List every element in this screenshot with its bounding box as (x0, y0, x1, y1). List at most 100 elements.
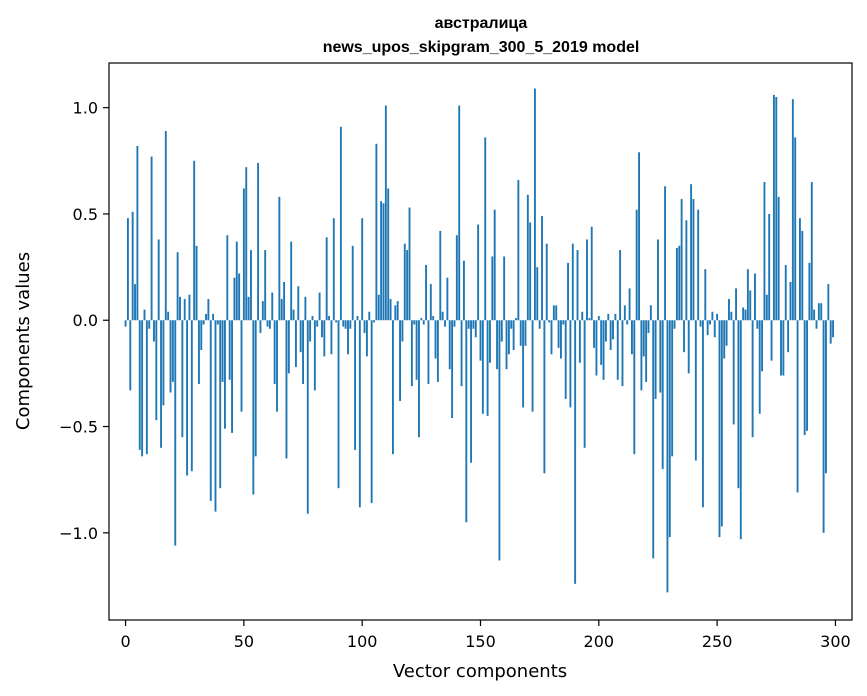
bar (827, 284, 830, 321)
bar (481, 320, 484, 414)
bar (349, 320, 352, 329)
bar (562, 320, 565, 325)
bar (441, 311, 444, 321)
bar (176, 252, 179, 321)
bar (602, 320, 605, 380)
bar (498, 320, 501, 561)
bar (363, 320, 366, 333)
bar (179, 296, 181, 321)
x-tick-label: 50 (234, 632, 254, 651)
bar (413, 320, 416, 325)
bar (654, 320, 657, 399)
bar (593, 320, 596, 348)
bar (806, 320, 808, 431)
bar (311, 315, 314, 321)
bar (671, 320, 674, 457)
bar (148, 320, 151, 329)
bar (687, 320, 690, 374)
bar (462, 260, 465, 321)
bar (581, 311, 584, 321)
bar (635, 209, 638, 321)
x-axis-label: Vector components (393, 661, 567, 682)
bar (451, 320, 454, 419)
bar (368, 311, 371, 321)
bar (604, 320, 607, 342)
bar (493, 209, 496, 321)
bar (728, 298, 730, 321)
bar (460, 320, 463, 387)
bar (224, 320, 226, 429)
bar (720, 320, 723, 527)
bar (775, 97, 778, 321)
bar (522, 320, 525, 408)
bar (160, 320, 162, 448)
bar (448, 320, 451, 370)
bar (491, 256, 494, 321)
bar (477, 224, 480, 321)
bar (145, 320, 148, 455)
bar (429, 284, 432, 321)
bar (373, 320, 375, 323)
bar (500, 320, 503, 342)
bar (425, 264, 428, 321)
bar (545, 243, 548, 321)
bar (434, 320, 437, 359)
bar (219, 320, 222, 489)
bar (607, 313, 610, 321)
bar (309, 320, 312, 342)
bar (207, 298, 210, 321)
bar (231, 320, 233, 433)
bar (129, 320, 132, 391)
bar (701, 320, 704, 508)
bar (313, 320, 316, 391)
bar (796, 320, 799, 493)
bar (126, 218, 129, 321)
bar (283, 281, 286, 321)
bar (664, 186, 667, 321)
bar (321, 320, 323, 338)
bar (784, 264, 787, 321)
bar (399, 320, 401, 402)
bar (557, 320, 560, 348)
bar (138, 320, 141, 450)
bar (280, 298, 283, 321)
bar (780, 320, 782, 376)
bar (406, 250, 409, 321)
bar (678, 245, 681, 321)
y-axis-ticks: −1.0 −0.5 0.0 0.5 1.0 (59, 99, 109, 543)
bar (375, 143, 378, 321)
bar (739, 320, 742, 540)
bar (595, 320, 598, 376)
bar (574, 320, 577, 584)
bar (645, 320, 648, 382)
y-tick-label: 0.0 (73, 311, 98, 330)
bar (233, 277, 236, 321)
bar (680, 199, 683, 321)
bar (571, 243, 574, 321)
bar (768, 213, 771, 321)
bar (467, 320, 470, 329)
bar (515, 318, 517, 321)
bar (202, 320, 205, 325)
bar (436, 320, 439, 382)
bar (150, 156, 153, 321)
bar (479, 320, 482, 361)
bar (354, 320, 357, 450)
bar (302, 320, 304, 385)
bar (183, 298, 186, 321)
bar (761, 320, 764, 372)
bar (365, 320, 368, 357)
bar (382, 203, 385, 321)
bar (808, 262, 811, 321)
bar (389, 298, 392, 321)
bar (484, 137, 487, 321)
bar (486, 320, 489, 416)
bar (815, 320, 818, 329)
bar (630, 320, 633, 355)
bar (337, 320, 340, 489)
x-tick-label: 150 (465, 632, 496, 651)
bar (822, 320, 825, 533)
bar (306, 320, 309, 514)
bar (188, 294, 191, 321)
bar (209, 320, 212, 501)
